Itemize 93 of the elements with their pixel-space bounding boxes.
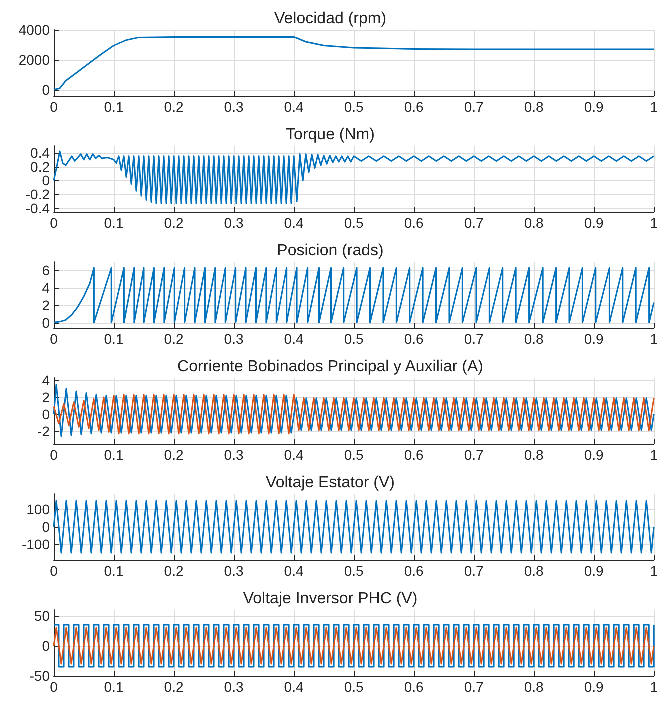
chart-title: Velocidad (rpm) bbox=[274, 10, 387, 28]
y-tick-label: 50 bbox=[34, 608, 50, 624]
x-tick-label: 0.2 bbox=[164, 563, 184, 579]
y-tick-label: 2 bbox=[42, 297, 50, 314]
x-tick-label: 1 bbox=[650, 447, 658, 463]
x-tick-label: 0.9 bbox=[584, 331, 604, 347]
x-tick-label: 0.4 bbox=[284, 679, 304, 695]
chart-title: Posicion (rads) bbox=[277, 242, 384, 260]
y-tick-label: 2 bbox=[42, 389, 50, 406]
x-tick-label: 0.8 bbox=[524, 679, 544, 695]
y-tick-label: 4000 bbox=[18, 22, 50, 38]
chart-title: Voltaje Inversor PHC (V) bbox=[243, 590, 418, 608]
x-tick-label: 0.4 bbox=[284, 563, 304, 579]
x-tick-label: 0.5 bbox=[344, 563, 364, 579]
x-tick-label: 0.1 bbox=[104, 679, 124, 695]
line-series bbox=[53, 394, 655, 435]
x-tick-label: 0.9 bbox=[584, 563, 604, 579]
y-tick-label: 2000 bbox=[18, 52, 50, 68]
x-tick-label: 0.3 bbox=[224, 99, 244, 115]
x-tick-label: 0.8 bbox=[524, 99, 544, 115]
x-tick-label: 0.5 bbox=[344, 447, 364, 463]
y-tick-label: 4 bbox=[42, 280, 50, 296]
line-series bbox=[53, 36, 655, 91]
x-tick-label: 0.6 bbox=[404, 447, 424, 463]
y-tick-label: 0 bbox=[42, 638, 50, 654]
x-tick-label: 0.3 bbox=[224, 447, 244, 463]
x-tick-label: 0.5 bbox=[344, 215, 364, 231]
x-tick-label: 0.9 bbox=[584, 99, 604, 115]
x-tick-label: 0.1 bbox=[104, 447, 124, 463]
x-tick-label: 0.6 bbox=[404, 215, 424, 231]
x-tick-label: 0.1 bbox=[104, 331, 124, 347]
y-tick-label: -100 bbox=[22, 536, 50, 552]
x-tick-label: 0.8 bbox=[524, 215, 544, 231]
y-tick-label: -0.4 bbox=[26, 200, 50, 217]
chart-title: Torque (Nm) bbox=[286, 126, 375, 144]
y-tick-label: 4 bbox=[42, 372, 50, 389]
x-tick-label: 1 bbox=[650, 563, 658, 579]
chart-title: Voltaje Estator (V) bbox=[266, 474, 395, 492]
x-tick-label: 1 bbox=[650, 215, 658, 231]
x-tick-label: 0.9 bbox=[584, 215, 604, 231]
x-tick-label: 0.9 bbox=[584, 447, 604, 463]
y-tick-label: -2 bbox=[38, 423, 50, 440]
x-tick-label: 0.5 bbox=[344, 679, 364, 695]
y-tick-label: -0.2 bbox=[26, 186, 50, 203]
x-tick-label: 1 bbox=[650, 679, 658, 695]
x-tick-label: 0.1 bbox=[104, 563, 124, 579]
y-tick-label: 0 bbox=[42, 82, 50, 98]
x-tick-label: 0.2 bbox=[164, 331, 184, 347]
x-tick-label: 0.5 bbox=[344, 99, 364, 115]
line-series bbox=[53, 267, 655, 324]
x-tick-label: 0.1 bbox=[104, 99, 124, 115]
x-tick-label: 0.4 bbox=[284, 331, 304, 347]
x-tick-label: 0.1 bbox=[104, 215, 124, 231]
x-tick-label: 0.7 bbox=[464, 679, 484, 695]
chart-title: Corriente Bobinados Principal y Auxiliar (A) bbox=[178, 358, 484, 376]
x-tick-label: 0.7 bbox=[464, 447, 484, 463]
x-tick-label: 0.4 bbox=[284, 447, 304, 463]
y-tick-label: 0 bbox=[42, 314, 50, 331]
x-tick-label: 0.6 bbox=[404, 331, 424, 347]
x-tick-label: 0.2 bbox=[164, 215, 184, 231]
x-tick-label: 0.3 bbox=[224, 679, 244, 695]
y-tick-label: 6 bbox=[42, 262, 50, 279]
x-tick-label: 1 bbox=[650, 99, 658, 115]
y-tick-label: 0 bbox=[42, 519, 50, 535]
x-tick-label: 0.2 bbox=[164, 679, 184, 695]
x-tick-label: 0.6 bbox=[404, 679, 424, 695]
x-tick-label: 0.3 bbox=[224, 563, 244, 579]
y-tick-label: 100 bbox=[26, 502, 50, 518]
line-series bbox=[53, 384, 655, 438]
x-tick-label: 0.4 bbox=[284, 99, 304, 115]
y-tick-label: 0.4 bbox=[30, 144, 50, 161]
x-tick-label: 0.3 bbox=[224, 215, 244, 231]
x-tick-label: 0.7 bbox=[464, 563, 484, 579]
line-series bbox=[53, 150, 655, 204]
x-tick-label: 0.5 bbox=[344, 331, 364, 347]
x-tick-label: 0.8 bbox=[524, 563, 544, 579]
y-tick-label: 0 bbox=[42, 406, 50, 422]
y-tick-label: -50 bbox=[30, 668, 50, 684]
x-tick-label: 0.9 bbox=[584, 679, 604, 695]
y-tick-label: 0 bbox=[42, 172, 50, 189]
x-tick-label: 0.8 bbox=[524, 447, 544, 463]
x-tick-label: 0.7 bbox=[464, 215, 484, 231]
x-tick-label: 0.3 bbox=[224, 331, 244, 347]
x-tick-label: 0.6 bbox=[404, 563, 424, 579]
x-tick-label: 0.7 bbox=[464, 331, 484, 347]
x-tick-label: 0.2 bbox=[164, 99, 184, 115]
x-tick-label: 0.6 bbox=[404, 99, 424, 115]
x-tick-label: 0.7 bbox=[464, 99, 484, 115]
x-tick-label: 1 bbox=[650, 331, 658, 347]
x-tick-label: 0.4 bbox=[284, 215, 304, 231]
x-tick-label: 0.2 bbox=[164, 447, 184, 463]
y-tick-label: 0.2 bbox=[30, 158, 50, 175]
x-tick-label: 0.8 bbox=[524, 331, 544, 347]
